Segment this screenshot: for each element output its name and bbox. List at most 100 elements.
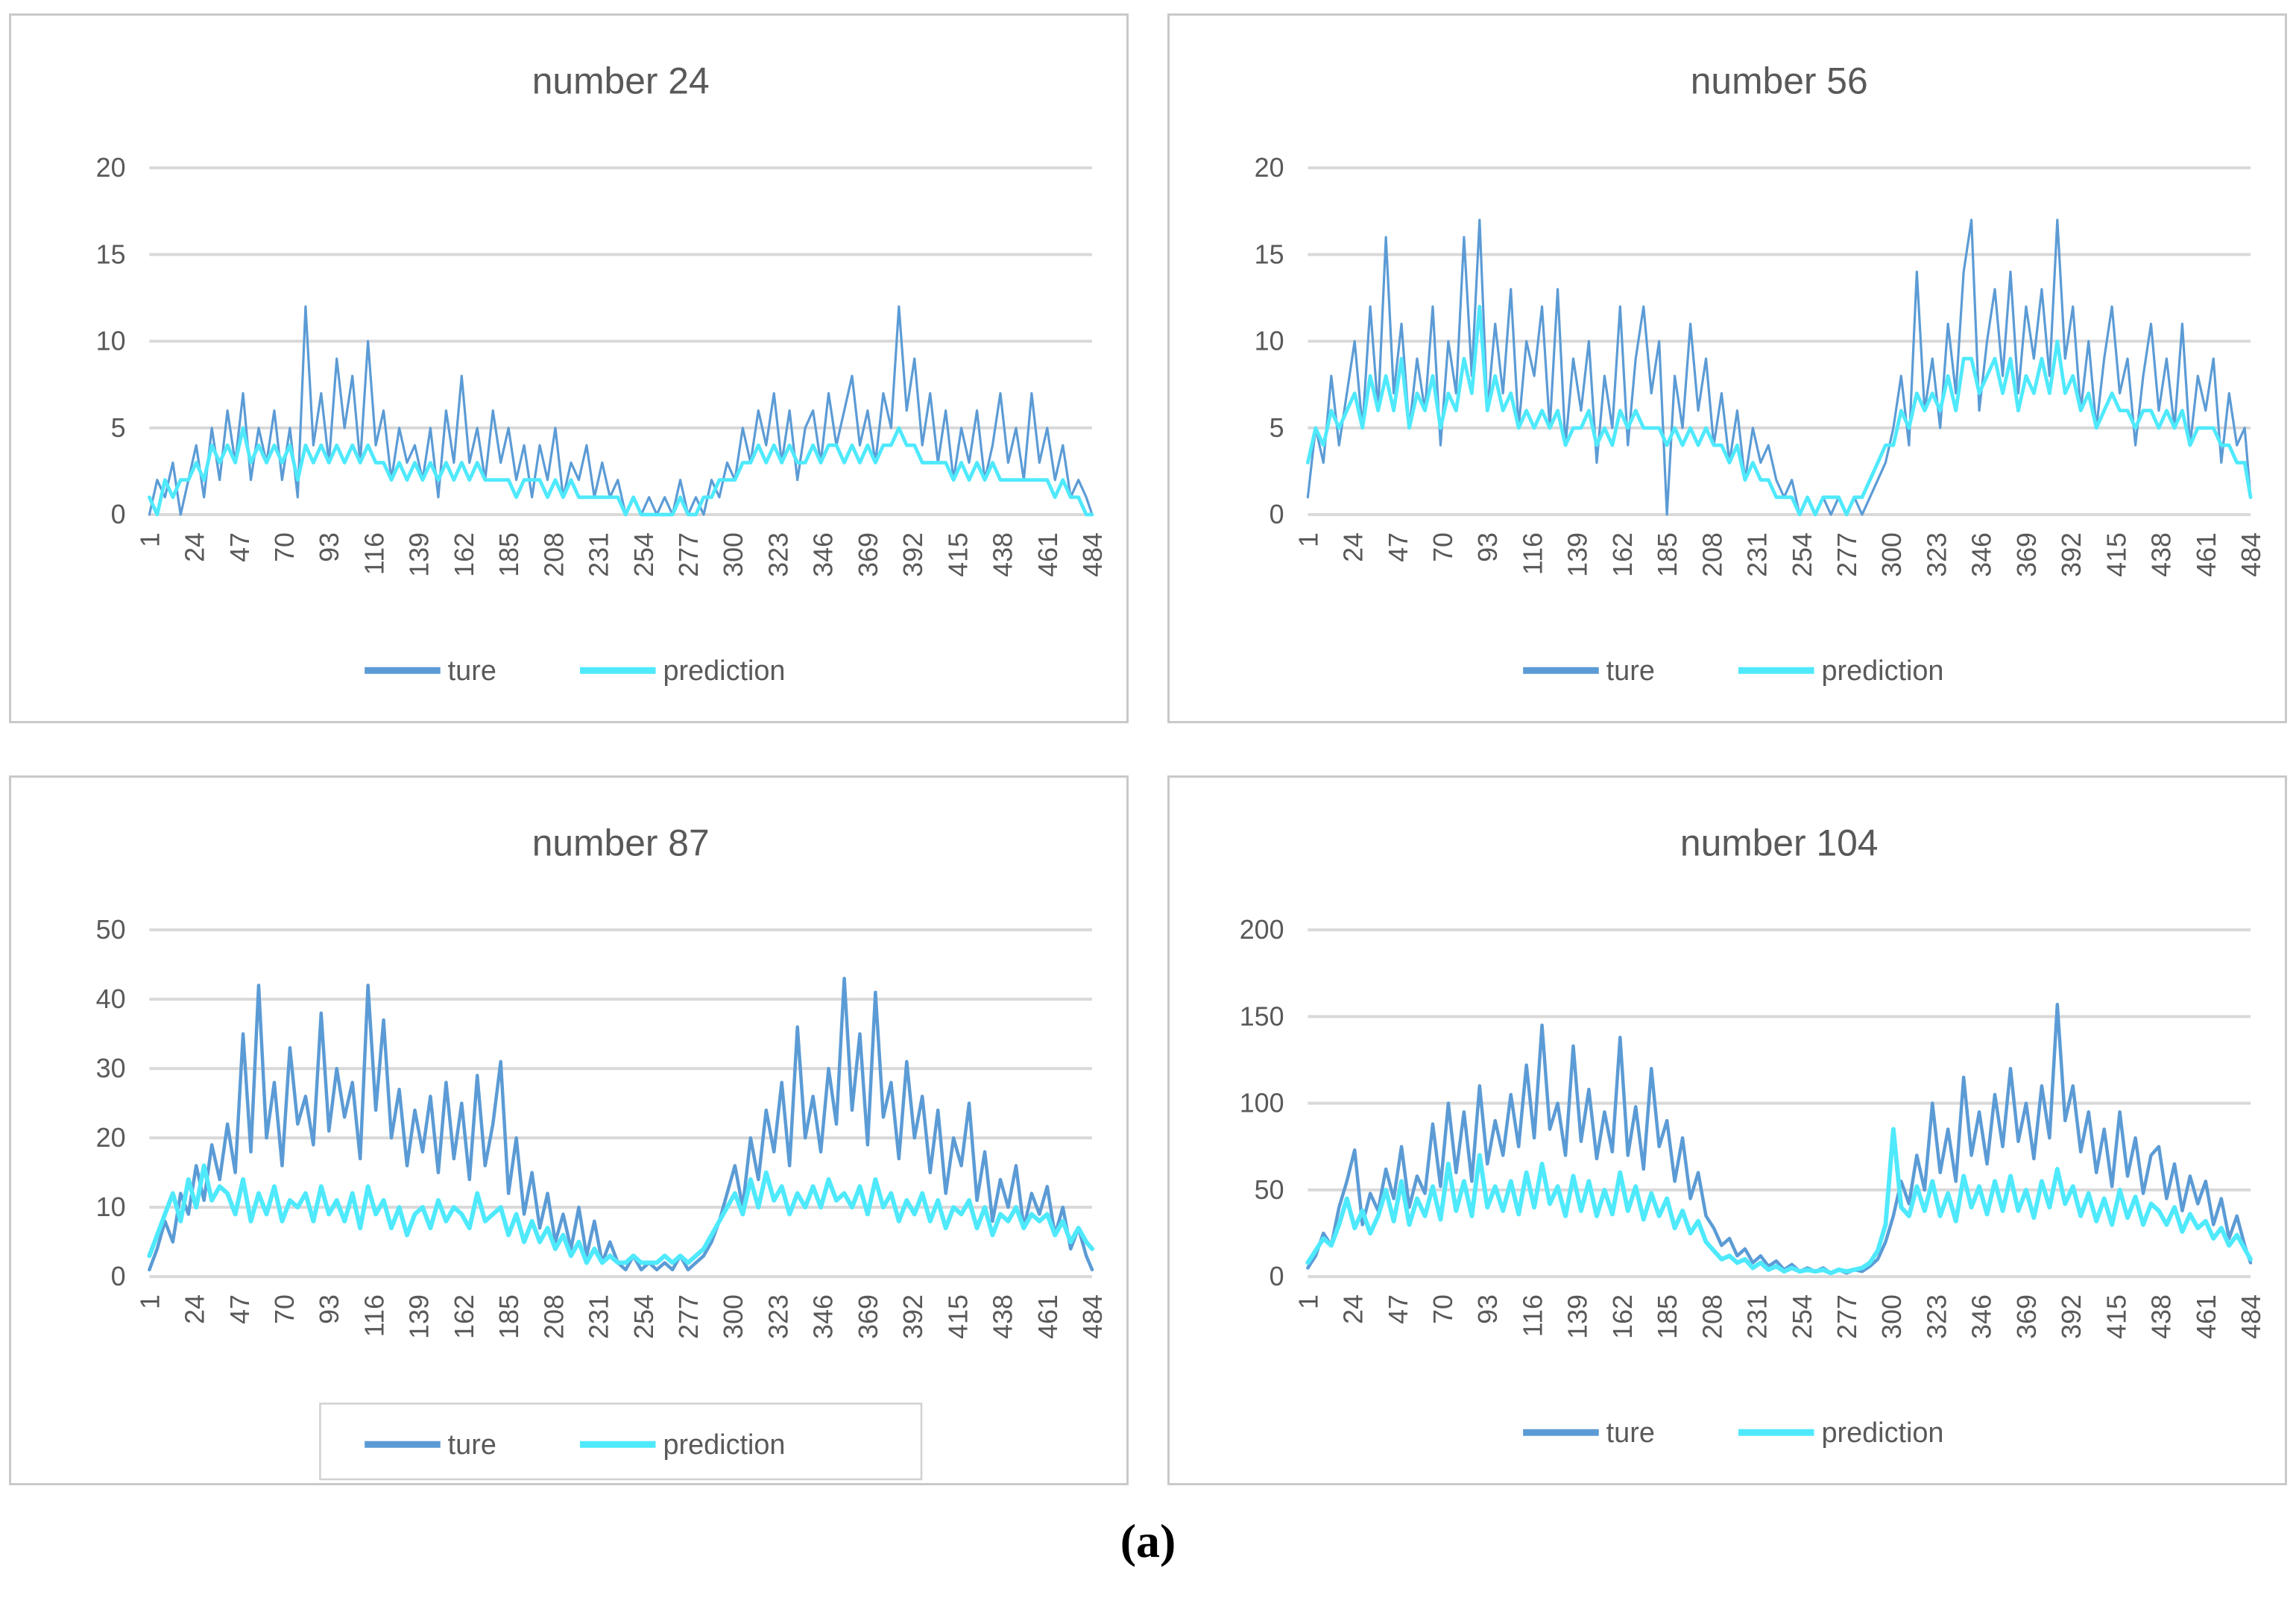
y-tick-label: 10 (1255, 327, 1284, 356)
ture-line (148, 977, 1094, 1272)
x-tick-label: 231 (1743, 1294, 1773, 1339)
prediction-legend-label: prediction (663, 655, 785, 687)
chart-title: number 24 (532, 60, 710, 102)
y-tick-label: 0 (111, 1262, 126, 1291)
y-tick-label: 5 (111, 413, 126, 443)
chart-title: number 56 (1691, 60, 1868, 102)
x-tick-label: 139 (405, 1294, 435, 1339)
prediction-line (1305, 1127, 2254, 1276)
x-tick-label: 1 (135, 532, 165, 547)
prediction-legend-label: prediction (663, 1429, 785, 1461)
ture-line (148, 305, 1094, 516)
x-tick-label: 47 (225, 1294, 255, 1324)
x-tick-label: 93 (315, 1294, 344, 1324)
x-tick-label: 93 (1473, 1294, 1503, 1324)
chart-panel: 0 5 10 15 20 1 24 47 70 93 116 139 162 185 208 231 254 27… (1167, 13, 2287, 723)
x-tick-label: 116 (1518, 1294, 1548, 1337)
x-tick-label: 70 (270, 1294, 300, 1324)
x-tick-label: 254 (1788, 1294, 1817, 1339)
x-tick-label: 70 (270, 532, 300, 562)
ture-legend-label: ture (448, 1429, 496, 1461)
x-tick-label: 254 (629, 532, 659, 577)
x-tick-label: 484 (2236, 532, 2266, 577)
ture-legend-label: ture (448, 655, 496, 687)
x-tick-label: 323 (763, 1294, 793, 1339)
x-tick-label: 415 (943, 532, 973, 577)
x-tick-label: 93 (1473, 532, 1503, 562)
x-tick-label: 139 (1563, 532, 1593, 577)
x-tick-label: 277 (1832, 532, 1862, 577)
x-tick-label: 346 (1967, 532, 1997, 577)
y-tick-label: 10 (96, 1192, 126, 1222)
x-tick-label: 162 (450, 532, 479, 577)
x-tick-label: 346 (809, 1294, 839, 1339)
y-tick-label: 50 (96, 915, 126, 945)
chart-title: number 104 (1680, 822, 1879, 864)
chart-title: number 87 (532, 822, 710, 864)
x-tick-label: 392 (2057, 1294, 2087, 1339)
legend: ture prediction (1523, 1417, 1943, 1449)
y-tick-label: 50 (1255, 1175, 1284, 1205)
x-tick-label: 392 (2057, 532, 2087, 577)
y-tick-label: 200 (1240, 915, 1284, 945)
x-tick-label: 438 (2147, 532, 2177, 577)
x-tick-label: 24 (180, 1294, 210, 1324)
x-tick-label: 392 (898, 532, 928, 577)
legend: ture prediction (1523, 655, 1943, 687)
x-tick-label: 415 (2101, 1294, 2131, 1339)
x-tick-label: 254 (1788, 532, 1817, 577)
x-tick-label: 24 (1339, 1294, 1369, 1324)
x-tick-label: 323 (763, 532, 793, 577)
x-tick-label: 254 (629, 1294, 659, 1339)
ture-legend-label: ture (1606, 655, 1655, 687)
x-tick-label: 300 (719, 532, 748, 577)
x-tick-label: 1 (135, 1294, 165, 1309)
y-tick-label: 15 (1255, 239, 1284, 269)
chart-svg: 0 10 20 30 40 50 1 24 47 70 93 116 139 162 185 208 231 25… (96, 822, 1108, 1481)
x-tick-label: 484 (1078, 532, 1108, 577)
x-tick-label: 24 (1339, 532, 1369, 562)
y-tick-label: 15 (96, 239, 126, 269)
x-tick-label: 484 (2236, 1294, 2266, 1339)
y-tick-label: 20 (96, 153, 126, 183)
x-tick-label: 185 (494, 1294, 524, 1339)
legend-box (319, 1402, 923, 1481)
x-tick-label: 277 (674, 1294, 704, 1339)
prediction-line (147, 1163, 1095, 1265)
y-tick-label: 0 (111, 500, 126, 529)
x-tick-label: 323 (1922, 532, 1952, 577)
x-tick-label: 461 (1033, 532, 1063, 577)
x-tick-label: 116 (1518, 532, 1548, 575)
x-tick-label: 415 (2101, 532, 2131, 577)
x-tick-label: 438 (988, 1294, 1018, 1339)
x-tick-label: 369 (854, 1294, 883, 1339)
x-tick-label: 438 (2147, 1294, 2177, 1339)
x-tick-label: 461 (2192, 1294, 2221, 1339)
chart-svg: 0 5 10 15 20 1 24 47 70 93 116 139 162 185 208 231 254 27… (1255, 60, 2266, 687)
x-tick-label: 300 (719, 1294, 748, 1339)
x-tick-label: 70 (1428, 532, 1458, 562)
chart-panel: 0 50 100 150 200 1 24 47 70 93 116 139 162 185 208 231 2… (1167, 775, 2287, 1485)
x-tick-label: 461 (2192, 532, 2221, 577)
x-tick-label: 116 (359, 1294, 389, 1337)
x-tick-label: 323 (1922, 1294, 1952, 1339)
ture-line (1306, 218, 2252, 516)
x-tick-label: 185 (494, 532, 524, 577)
x-tick-label: 47 (1384, 532, 1413, 562)
chart-svg: 0 5 10 15 20 1 24 47 70 93 116 139 162 185 208 231 254 27… (96, 60, 1108, 687)
x-tick-label: 369 (2012, 532, 2042, 577)
x-tick-label: 208 (539, 1294, 569, 1339)
prediction-legend-label: prediction (1821, 1417, 1943, 1449)
x-tick-label: 139 (405, 532, 435, 577)
figure-caption: (a) (1120, 1514, 1176, 1567)
x-tick-label: 208 (1697, 1294, 1727, 1339)
y-tick-label: 150 (1240, 1001, 1284, 1031)
legend: ture prediction (365, 655, 785, 687)
chart-panel: 0 10 20 30 40 50 1 24 47 70 93 116 139 162 185 208 231 25… (9, 775, 1129, 1485)
x-tick-label: 369 (2012, 1294, 2042, 1339)
y-tick-label: 20 (1255, 153, 1284, 183)
y-tick-label: 10 (96, 327, 126, 356)
x-tick-label: 1 (1293, 1294, 1323, 1309)
y-tick-label: 30 (96, 1054, 126, 1083)
x-tick-label: 1 (1293, 532, 1323, 547)
